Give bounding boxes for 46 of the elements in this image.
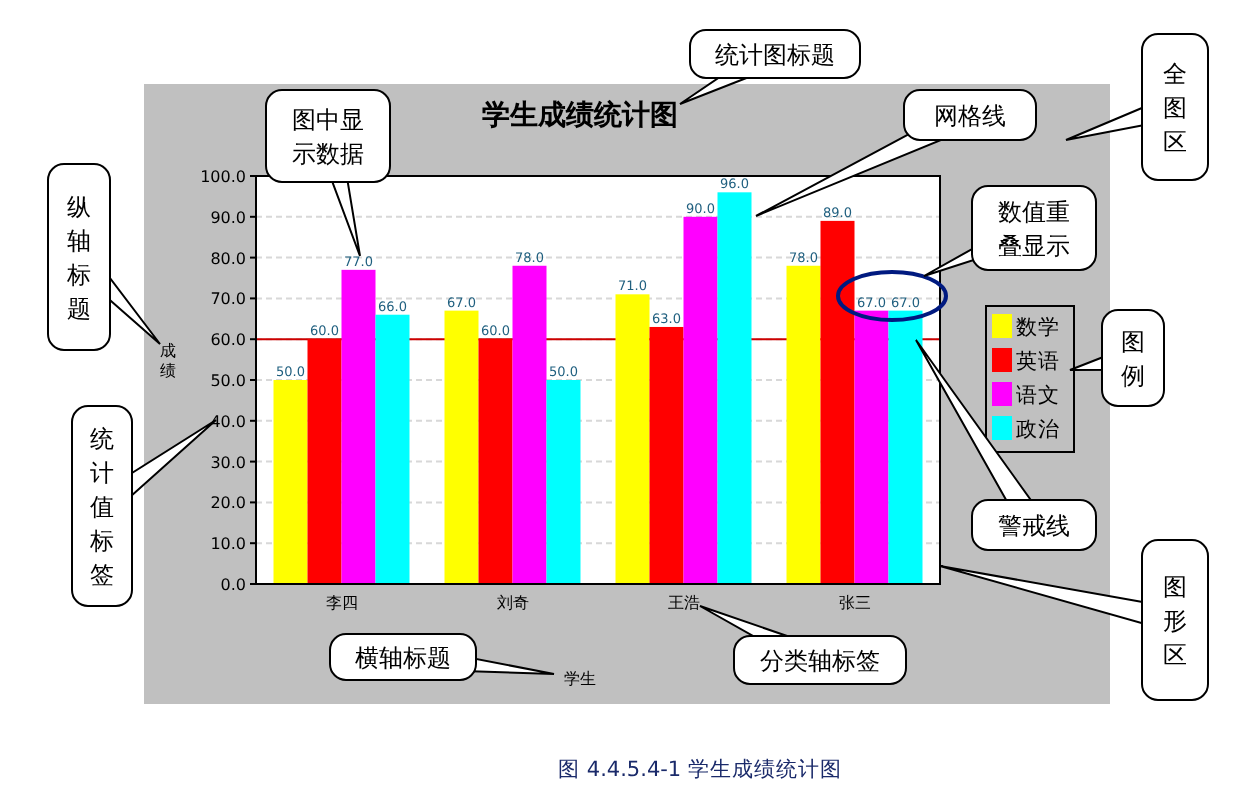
x-axis-title: 学生 [564, 670, 596, 688]
y-tick-label: 70.0 [210, 290, 246, 309]
bar [341, 269, 376, 584]
y-tick-label: 10.0 [210, 535, 246, 554]
y-tick-label: 30.0 [210, 453, 246, 472]
callout: 数值重叠显示 [923, 185, 1097, 277]
bar [307, 339, 342, 584]
callout: 图中显示数据 [265, 89, 391, 257]
chart-title: 学生成绩统计图 [482, 98, 678, 132]
bar [854, 310, 889, 584]
y-tick-label: 100.0 [200, 168, 246, 186]
bar [820, 220, 855, 584]
y-tick-label: 20.0 [210, 494, 246, 513]
bar [444, 310, 479, 584]
y-tick-label: 50.0 [210, 372, 246, 390]
callout: 图例 [1069, 309, 1165, 407]
bar [683, 216, 718, 584]
bar [375, 314, 410, 584]
bar [717, 192, 752, 584]
legend-label: 数学 [1016, 316, 1060, 340]
bar [546, 380, 581, 584]
bar [888, 310, 923, 584]
callout: 纵轴标题 [47, 163, 161, 351]
x-tick-label: 王浩 [667, 594, 700, 612]
bar [478, 339, 513, 584]
callout: 统计图标题 [679, 29, 861, 105]
callout: 全图区 [1065, 33, 1209, 181]
bar [273, 380, 308, 584]
legend-label: 政治 [1016, 418, 1060, 442]
bar [615, 294, 650, 584]
bar [512, 265, 547, 584]
y-tick-label: 0.0 [220, 576, 246, 594]
legend-label: 语文 [1016, 382, 1060, 408]
bar [786, 265, 821, 584]
y-tick-label: 40.0 [210, 412, 246, 431]
legend-label: 英语 [1016, 348, 1060, 374]
x-tick-label: 李四 [325, 594, 358, 612]
y-tick-label: 60.0 [210, 331, 246, 350]
caption: 图 4.4.5.4-1 学生成绩统计图 [558, 756, 842, 782]
y-axis-title: 成绩 [160, 342, 176, 380]
callout: 横轴标题 [329, 633, 555, 681]
x-tick-label: 刘奇 [496, 594, 529, 612]
y-tick-label: 90.0 [210, 208, 246, 227]
bar [649, 326, 684, 584]
y-tick-label: 80.0 [210, 249, 246, 268]
callout: 图形区 [939, 539, 1209, 701]
